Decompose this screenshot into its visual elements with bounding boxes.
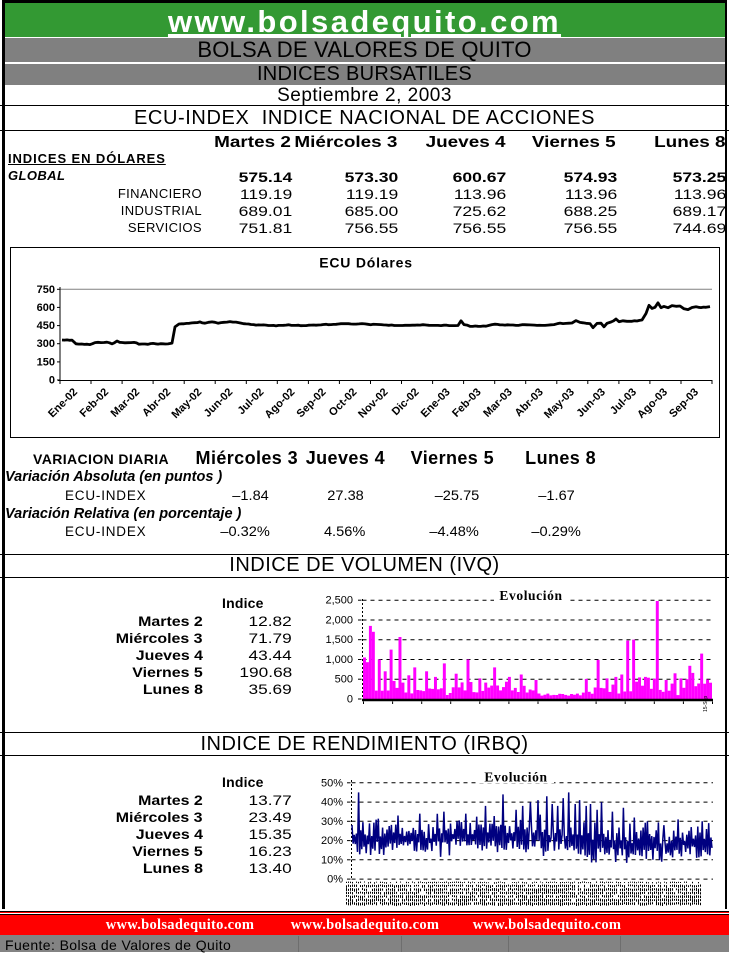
svg-text:ECU Dólares: ECU Dólares (319, 255, 413, 271)
svg-text:30%: 30% (321, 816, 343, 828)
svg-text:600: 600 (37, 302, 55, 314)
svg-text:20%: 20% (321, 835, 343, 847)
svg-text:300: 300 (37, 338, 55, 350)
svg-text:Evolución: Evolución (499, 588, 562, 603)
svg-text:15-Sep: 15-Sep (703, 696, 709, 712)
svg-text:1,000: 1,000 (325, 654, 353, 666)
svg-text:750: 750 (37, 284, 55, 296)
svg-text:Evolución: Evolución (484, 770, 547, 785)
svg-text:1,500: 1,500 (325, 634, 353, 646)
svg-text:2,000: 2,000 (325, 615, 353, 627)
svg-text:2,500: 2,500 (325, 595, 353, 607)
svg-text:500: 500 (335, 674, 353, 686)
svg-text:40%: 40% (321, 797, 343, 809)
svg-text:150: 150 (37, 356, 55, 368)
svg-text:10%: 10% (321, 854, 343, 866)
svg-text:0%: 0% (327, 874, 343, 886)
svg-text:450: 450 (37, 320, 55, 332)
svg-text:0: 0 (347, 694, 353, 706)
svg-text:50%: 50% (321, 777, 343, 789)
svg-text:0: 0 (49, 375, 55, 387)
